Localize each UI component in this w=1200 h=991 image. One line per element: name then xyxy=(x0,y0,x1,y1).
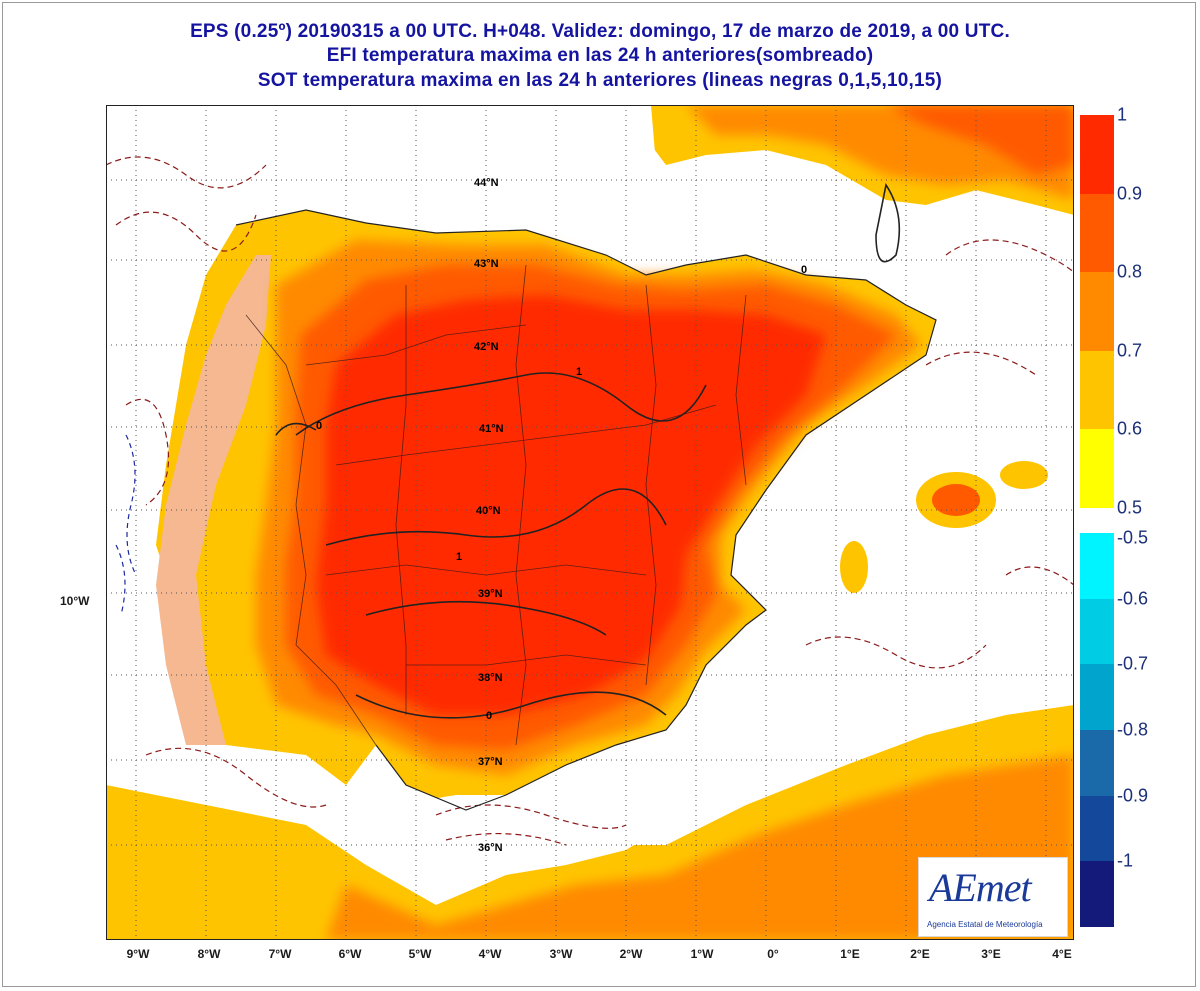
aemet-logo-word: AEmet xyxy=(929,865,1032,910)
legend-swatch-positive xyxy=(1080,115,1114,194)
legend-swatch-negative xyxy=(1080,598,1114,665)
legend-swatch-positive xyxy=(1080,350,1114,430)
coastline xyxy=(235,209,937,811)
legend-label-negative: -0.7 xyxy=(1117,653,1149,674)
title-line-1: EPS (0.25º) 20190315 a 00 UTC. H+048. Va… xyxy=(190,21,1010,42)
alboran-sea xyxy=(396,795,666,875)
lon-label: 6°W xyxy=(338,947,362,961)
lon-label: 4°E xyxy=(1052,947,1072,961)
lat-label-39: 39°N xyxy=(478,588,503,600)
menorca xyxy=(1000,461,1048,489)
contour-label: 1 xyxy=(456,551,462,563)
legend-swatch-positive xyxy=(1080,272,1114,351)
lon-label: 3°W xyxy=(549,947,573,961)
portugal-coast xyxy=(156,255,271,745)
contour-label: 0 xyxy=(486,710,492,722)
title-line-2: EFI temperatura maxima en las 24 h anter… xyxy=(326,45,874,66)
legend-label-positive: 0.5 xyxy=(1117,497,1143,518)
aemet-logo: AEmet Agencia Estatal de Meteorología xyxy=(918,857,1068,937)
france-red xyxy=(886,105,1074,175)
legend-label-positive: 0.8 xyxy=(1117,261,1143,282)
lat-label-38: 38°N xyxy=(478,672,503,684)
lat-label-36: 36°N xyxy=(478,842,503,854)
lat-label-37: 37°N xyxy=(478,756,503,768)
title-line-3: SOT temperatura maxima en las 24 h anter… xyxy=(257,70,943,91)
lat-label-41: 41°N xyxy=(479,423,504,435)
algeria-coast-white xyxy=(686,680,966,795)
north-africa-orange xyxy=(326,755,1074,940)
blue-dashed-contours xyxy=(115,434,137,616)
graticule xyxy=(106,105,1074,940)
lon-label: 5°W xyxy=(408,947,432,961)
borders xyxy=(245,264,747,746)
map-border xyxy=(106,105,1074,940)
lon-label: 1°E xyxy=(840,947,860,961)
lat-label-42: 42°N xyxy=(474,341,499,353)
contour-label: 0 xyxy=(316,420,322,432)
efi-map: 44°N 43°N 42°N 41°N 40°N 39°N 38°N 37°N … xyxy=(106,105,1074,940)
legend-label-negative: -0.5 xyxy=(1117,527,1149,548)
lon-label: 4°W xyxy=(478,947,502,961)
legend-label-positive: 0.7 xyxy=(1117,340,1143,361)
lon-label: 2°W xyxy=(619,947,643,961)
legend-label-positive: 0.9 xyxy=(1117,183,1143,204)
legend-label-negative: -0.9 xyxy=(1117,785,1149,806)
ibiza xyxy=(840,541,868,593)
mallorca-core xyxy=(932,484,980,516)
legend-label-negative: -1 xyxy=(1117,850,1134,871)
legend-swatch-negative xyxy=(1080,795,1114,862)
lon-label-10w: 10°W xyxy=(60,594,90,608)
bay-of-biscay xyxy=(266,105,666,240)
legend-swatch-negative xyxy=(1080,533,1114,599)
lat-label-40: 40°N xyxy=(476,505,501,517)
sot-solid-contours xyxy=(275,182,901,719)
contour-label: 1 xyxy=(576,366,582,378)
legend-label-negative: -0.6 xyxy=(1117,588,1149,609)
lon-label: 0° xyxy=(767,947,779,961)
sot-dashed-contours xyxy=(106,156,1074,846)
efi-zone-0.9 xyxy=(316,295,826,715)
lon-label: 8°W xyxy=(197,947,221,961)
lon-label: 9°W xyxy=(126,947,150,961)
legend-swatch-positive xyxy=(1080,193,1114,273)
legend-swatch-negative xyxy=(1080,861,1114,927)
aemet-logo-subtitle: Agencia Estatal de Meteorología xyxy=(927,920,1043,929)
legend-swatch-negative xyxy=(1080,664,1114,730)
lon-label: 7°W xyxy=(268,947,292,961)
legend-swatch-positive xyxy=(1080,429,1114,508)
legend-label-negative: -0.8 xyxy=(1117,719,1149,740)
contour-label: 0 xyxy=(801,264,807,276)
lat-label-43: 43°N xyxy=(474,258,499,270)
legend-label-positive: 0.6 xyxy=(1117,418,1143,439)
legend-swatch-negative xyxy=(1080,730,1114,796)
lon-label: 2°E xyxy=(910,947,930,961)
lat-label-44: 44°N xyxy=(474,177,499,189)
legend-label-positive: 1 xyxy=(1117,104,1128,125)
lon-label: 1°W xyxy=(690,947,714,961)
lon-label: 3°E xyxy=(981,947,1001,961)
